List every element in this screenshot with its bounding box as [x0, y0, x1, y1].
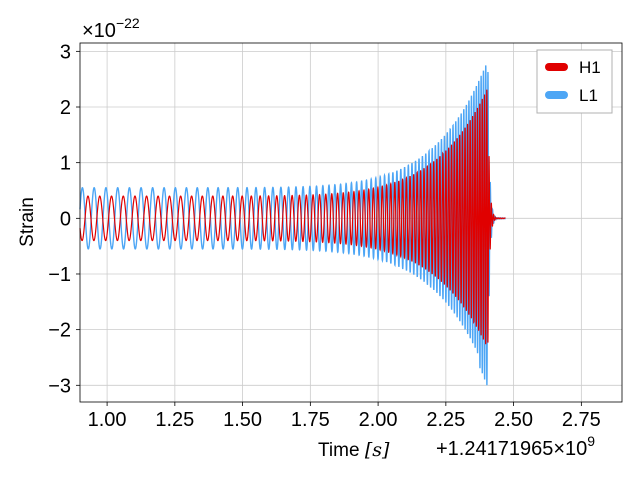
x-tick-label: 1.00 [88, 409, 127, 431]
legend-l1-label: L1 [579, 86, 598, 105]
y-tick-label: −2 [48, 320, 71, 342]
y-tick-label: 0 [60, 208, 71, 230]
x-tick-label: 2.75 [562, 409, 601, 431]
x-axis-label: Time [s] [318, 439, 390, 461]
plot-frame [79, 42, 623, 403]
y-tick-label: 2 [60, 97, 71, 119]
y-tick-label: 3 [60, 41, 71, 63]
legend: H1 L1 [536, 49, 613, 114]
y-axis-label: Strain [17, 197, 38, 247]
x-tick-label: 2.25 [426, 409, 465, 431]
x-axis-ticks: 1.00 1.25 1.50 1.75 2.00 2.25 2.50 2.75 [88, 402, 601, 431]
series-layer [79, 65, 506, 386]
x-tick-label: 1.50 [223, 409, 262, 431]
x-tick-label: 1.75 [291, 409, 330, 431]
y-tick-label: 1 [60, 153, 71, 175]
y-scale-factor: ×10−22 [82, 15, 140, 42]
x-tick-label: 2.50 [494, 409, 533, 431]
series-h1-line [79, 89, 506, 345]
x-offset-text: +1.24171965×109 [436, 433, 595, 460]
y-axis-ticks: 3 2 1 0 −1 −2 −3 [48, 41, 80, 397]
y-tick-label: −1 [48, 264, 71, 286]
legend-h1-label: H1 [579, 58, 601, 77]
legend-box [536, 49, 613, 114]
x-tick-label: 2.00 [359, 409, 398, 431]
x-tick-label: 1.25 [155, 409, 194, 431]
y-tick-label: −3 [48, 375, 71, 397]
